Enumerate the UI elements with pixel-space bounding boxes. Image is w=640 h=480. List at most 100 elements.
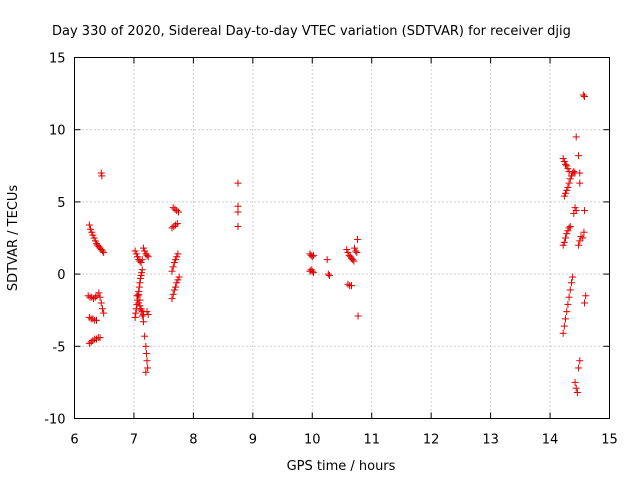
data-point <box>85 339 93 347</box>
data-point <box>169 290 177 298</box>
data-point <box>581 299 589 307</box>
data-point <box>132 250 140 258</box>
grid-lines <box>74 57 610 419</box>
x-tick-label: 13 <box>482 433 499 448</box>
data-point <box>85 313 93 321</box>
data-point <box>566 175 574 183</box>
data-point <box>564 227 572 235</box>
data-point <box>168 267 176 275</box>
data-point <box>562 189 570 197</box>
x-tick-label: 14 <box>542 433 559 448</box>
data-point <box>87 338 95 346</box>
data-point <box>90 295 98 303</box>
data-point <box>170 286 178 294</box>
data-point <box>139 318 147 326</box>
data-point <box>92 316 100 324</box>
data-point <box>581 207 589 215</box>
x-axis-tick-labels: 6 7 8 9 10 11 12 13 14 15 <box>70 433 617 448</box>
x-tick-label: 8 <box>189 433 197 448</box>
data-point <box>138 269 146 277</box>
data-point <box>565 168 573 176</box>
data-point <box>563 186 571 194</box>
data-point <box>175 208 183 216</box>
data-point <box>89 315 97 323</box>
x-tick-label: 11 <box>363 433 380 448</box>
data-point <box>85 221 93 229</box>
data-point <box>133 300 141 308</box>
data-point <box>571 378 579 386</box>
data-point <box>174 250 182 258</box>
data-point <box>575 152 583 160</box>
data-point <box>173 253 181 261</box>
data-point <box>98 172 106 180</box>
x-tick-label: 7 <box>130 433 138 448</box>
data-point <box>563 230 571 238</box>
chart-title: Day 330 of 2020, Sidereal Day-to-day VTE… <box>52 24 571 39</box>
x-tick-label: 9 <box>249 433 257 448</box>
data-point <box>572 133 580 141</box>
data-point <box>169 204 177 212</box>
data-point <box>135 299 143 307</box>
data-point <box>344 248 352 256</box>
y-tick-label: 15 <box>49 52 66 67</box>
data-point <box>131 247 139 255</box>
data-point <box>131 313 139 321</box>
data-point <box>92 335 100 343</box>
data-point <box>582 292 590 300</box>
data-point <box>97 299 105 307</box>
data-point <box>575 241 583 249</box>
data-point <box>564 165 572 173</box>
data-point <box>98 305 106 313</box>
y-tick-label: -5 <box>53 340 66 355</box>
data-point <box>560 238 568 246</box>
plot-frame <box>74 57 610 419</box>
data-point <box>576 179 584 187</box>
data-point <box>566 286 574 294</box>
data-point <box>234 179 242 187</box>
data-point <box>138 266 146 274</box>
data-point <box>567 172 575 180</box>
data-point <box>144 253 152 261</box>
data-point <box>100 309 108 317</box>
data-point <box>173 207 181 215</box>
data-point <box>559 241 567 249</box>
data-point <box>89 231 97 239</box>
data-point <box>143 357 151 365</box>
data-point <box>137 272 145 280</box>
data-point <box>560 192 568 200</box>
data-point <box>135 283 143 291</box>
y-axis-tick-labels: -10 -5 0 5 10 15 <box>44 52 65 428</box>
data-point <box>562 315 570 323</box>
data-point <box>576 237 584 245</box>
data-point <box>136 296 144 304</box>
data-point <box>580 228 588 236</box>
data-point <box>354 312 362 320</box>
data-point <box>87 225 95 233</box>
data-point <box>138 312 146 320</box>
data-point <box>144 311 152 319</box>
data-point <box>579 234 587 242</box>
data-point <box>91 237 99 245</box>
data-point <box>97 169 105 177</box>
data-point <box>96 334 104 342</box>
data-point <box>350 257 358 265</box>
data-point <box>560 157 568 165</box>
data-point <box>323 256 331 264</box>
data-point <box>170 259 178 267</box>
data-point <box>133 292 141 300</box>
y-tick-label: -10 <box>44 413 65 428</box>
y-tick-label: 0 <box>57 268 65 283</box>
data-point <box>563 308 571 316</box>
data-point <box>96 293 104 301</box>
data-point <box>566 222 574 230</box>
data-point <box>89 337 97 345</box>
data-point <box>143 251 151 259</box>
data-point <box>141 332 149 340</box>
data-point <box>168 224 176 232</box>
data-point <box>308 253 316 261</box>
axis-ticks <box>74 57 610 419</box>
data-point <box>576 169 584 177</box>
data-point <box>93 292 101 300</box>
y-axis-label: SDTVAR / TECUs <box>6 185 21 292</box>
